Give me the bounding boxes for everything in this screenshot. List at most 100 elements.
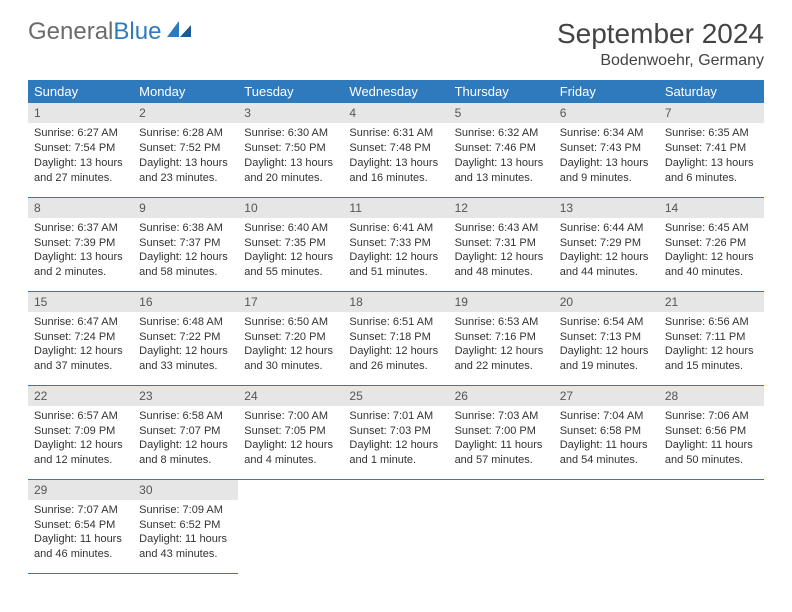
calendar-week-row: 8Sunrise: 6:37 AMSunset: 7:39 PMDaylight… [28,197,764,291]
sunset-text: Sunset: 7:31 PM [455,236,548,251]
sunset-text: Sunset: 7:03 PM [349,424,442,439]
day-number: 16 [133,292,238,312]
daylight-line2: and 50 minutes. [665,453,758,468]
calendar-table: SundayMondayTuesdayWednesdayThursdayFrid… [28,80,764,574]
sunrise-text: Sunrise: 6:47 AM [34,315,127,330]
daylight-line2: and 48 minutes. [455,265,548,280]
sunset-text: Sunset: 7:35 PM [244,236,337,251]
sunrise-text: Sunrise: 6:43 AM [455,221,548,236]
calendar-day-cell: 12Sunrise: 6:43 AMSunset: 7:31 PMDayligh… [449,197,554,291]
day-details: Sunrise: 6:40 AMSunset: 7:35 PMDaylight:… [238,218,343,286]
calendar-day-cell: 27Sunrise: 7:04 AMSunset: 6:58 PMDayligh… [554,385,659,479]
sunrise-text: Sunrise: 6:41 AM [349,221,442,236]
sunset-text: Sunset: 7:29 PM [560,236,653,251]
day-number: 9 [133,198,238,218]
day-number: 29 [28,480,133,500]
day-number: 2 [133,103,238,123]
daylight-line1: Daylight: 12 hours [34,438,127,453]
day-details: Sunrise: 6:57 AMSunset: 7:09 PMDaylight:… [28,406,133,474]
daylight-line2: and 27 minutes. [34,171,127,186]
sunset-text: Sunset: 7:16 PM [455,330,548,345]
sunset-text: Sunset: 7:43 PM [560,141,653,156]
weekday-header: Monday [133,80,238,103]
sunrise-text: Sunrise: 6:44 AM [560,221,653,236]
sunrise-text: Sunrise: 7:00 AM [244,409,337,424]
day-number: 17 [238,292,343,312]
daylight-line2: and 55 minutes. [244,265,337,280]
calendar-empty-cell [554,479,659,573]
day-details: Sunrise: 6:50 AMSunset: 7:20 PMDaylight:… [238,312,343,380]
day-number: 19 [449,292,554,312]
daylight-line1: Daylight: 12 hours [349,438,442,453]
weekday-header: Wednesday [343,80,448,103]
calendar-day-cell: 13Sunrise: 6:44 AMSunset: 7:29 PMDayligh… [554,197,659,291]
daylight-line2: and 8 minutes. [139,453,232,468]
sunset-text: Sunset: 7:11 PM [665,330,758,345]
calendar-day-cell: 7Sunrise: 6:35 AMSunset: 7:41 PMDaylight… [659,103,764,197]
sunrise-text: Sunrise: 6:40 AM [244,221,337,236]
daylight-line2: and 44 minutes. [560,265,653,280]
sunrise-text: Sunrise: 7:04 AM [560,409,653,424]
daylight-line2: and 15 minutes. [665,359,758,374]
calendar-day-cell: 20Sunrise: 6:54 AMSunset: 7:13 PMDayligh… [554,291,659,385]
day-number: 3 [238,103,343,123]
daylight-line1: Daylight: 12 hours [349,344,442,359]
day-number: 5 [449,103,554,123]
sunrise-text: Sunrise: 6:32 AM [455,126,548,141]
daylight-line1: Daylight: 13 hours [455,156,548,171]
day-number: 15 [28,292,133,312]
calendar-day-cell: 10Sunrise: 6:40 AMSunset: 7:35 PMDayligh… [238,197,343,291]
day-number: 26 [449,386,554,406]
calendar-empty-cell [343,479,448,573]
day-number: 23 [133,386,238,406]
day-details: Sunrise: 6:37 AMSunset: 7:39 PMDaylight:… [28,218,133,286]
day-details: Sunrise: 6:35 AMSunset: 7:41 PMDaylight:… [659,123,764,191]
day-details: Sunrise: 7:00 AMSunset: 7:05 PMDaylight:… [238,406,343,474]
daylight-line2: and 51 minutes. [349,265,442,280]
day-details: Sunrise: 6:31 AMSunset: 7:48 PMDaylight:… [343,123,448,191]
sunset-text: Sunset: 7:20 PM [244,330,337,345]
calendar-day-cell: 15Sunrise: 6:47 AMSunset: 7:24 PMDayligh… [28,291,133,385]
sunrise-text: Sunrise: 6:35 AM [665,126,758,141]
daylight-line1: Daylight: 12 hours [139,438,232,453]
sunset-text: Sunset: 7:52 PM [139,141,232,156]
daylight-line2: and 16 minutes. [349,171,442,186]
daylight-line2: and 4 minutes. [244,453,337,468]
day-details: Sunrise: 6:56 AMSunset: 7:11 PMDaylight:… [659,312,764,380]
day-details: Sunrise: 6:53 AMSunset: 7:16 PMDaylight:… [449,312,554,380]
day-number: 4 [343,103,448,123]
daylight-line1: Daylight: 12 hours [455,344,548,359]
sunrise-text: Sunrise: 6:51 AM [349,315,442,330]
day-details: Sunrise: 6:41 AMSunset: 7:33 PMDaylight:… [343,218,448,286]
daylight-line1: Daylight: 13 hours [560,156,653,171]
daylight-line2: and 12 minutes. [34,453,127,468]
day-details: Sunrise: 6:38 AMSunset: 7:37 PMDaylight:… [133,218,238,286]
day-number: 30 [133,480,238,500]
daylight-line2: and 30 minutes. [244,359,337,374]
day-number: 6 [554,103,659,123]
calendar-day-cell: 28Sunrise: 7:06 AMSunset: 6:56 PMDayligh… [659,385,764,479]
sunset-text: Sunset: 7:13 PM [560,330,653,345]
calendar-week-row: 22Sunrise: 6:57 AMSunset: 7:09 PMDayligh… [28,385,764,479]
day-number: 22 [28,386,133,406]
day-details: Sunrise: 6:27 AMSunset: 7:54 PMDaylight:… [28,123,133,191]
daylight-line2: and 58 minutes. [139,265,232,280]
calendar-week-row: 15Sunrise: 6:47 AMSunset: 7:24 PMDayligh… [28,291,764,385]
daylight-line1: Daylight: 11 hours [560,438,653,453]
calendar-day-cell: 24Sunrise: 7:00 AMSunset: 7:05 PMDayligh… [238,385,343,479]
daylight-line1: Daylight: 12 hours [349,250,442,265]
daylight-line1: Daylight: 12 hours [665,250,758,265]
daylight-line1: Daylight: 13 hours [34,156,127,171]
daylight-line1: Daylight: 12 hours [244,438,337,453]
daylight-line2: and 6 minutes. [665,171,758,186]
calendar-day-cell: 2Sunrise: 6:28 AMSunset: 7:52 PMDaylight… [133,103,238,197]
calendar-day-cell: 30Sunrise: 7:09 AMSunset: 6:52 PMDayligh… [133,479,238,573]
calendar-empty-cell [659,479,764,573]
calendar-day-cell: 21Sunrise: 6:56 AMSunset: 7:11 PMDayligh… [659,291,764,385]
calendar-day-cell: 17Sunrise: 6:50 AMSunset: 7:20 PMDayligh… [238,291,343,385]
day-details: Sunrise: 6:32 AMSunset: 7:46 PMDaylight:… [449,123,554,191]
daylight-line2: and 37 minutes. [34,359,127,374]
day-details: Sunrise: 6:47 AMSunset: 7:24 PMDaylight:… [28,312,133,380]
day-details: Sunrise: 7:03 AMSunset: 7:00 PMDaylight:… [449,406,554,474]
daylight-line1: Daylight: 12 hours [560,250,653,265]
